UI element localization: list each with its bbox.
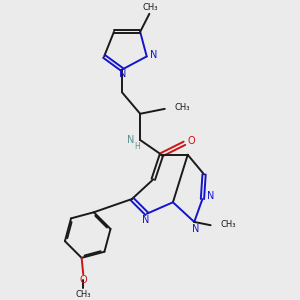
- Text: CH₃: CH₃: [76, 290, 91, 299]
- Text: N: N: [127, 135, 135, 145]
- Text: N: N: [207, 191, 214, 201]
- Text: CH₃: CH₃: [142, 3, 158, 12]
- Text: N: N: [142, 215, 150, 225]
- Text: CH₃: CH₃: [220, 220, 236, 229]
- Text: CH₃: CH₃: [175, 103, 190, 112]
- Text: O: O: [187, 136, 195, 146]
- Text: O: O: [80, 275, 87, 285]
- Text: H: H: [134, 142, 140, 151]
- Text: N: N: [150, 50, 158, 60]
- Text: N: N: [192, 224, 200, 234]
- Text: N: N: [119, 69, 127, 80]
